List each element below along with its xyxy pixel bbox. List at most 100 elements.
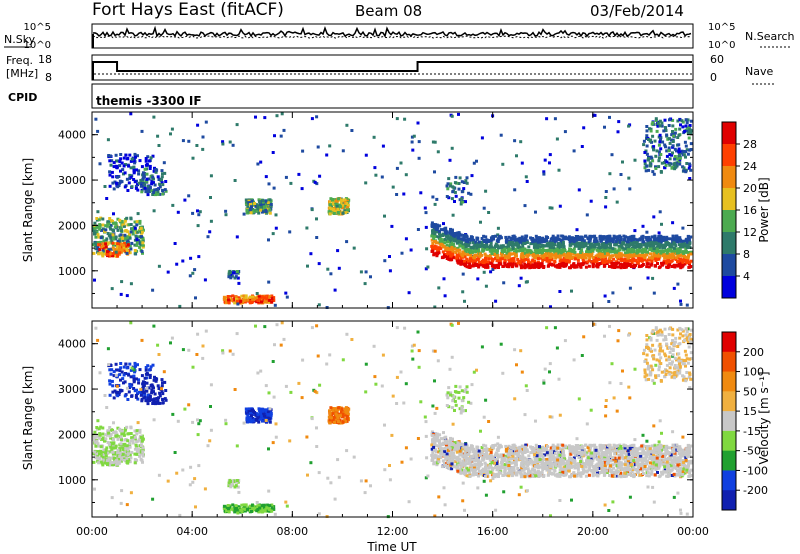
data-cell	[335, 413, 339, 417]
data-cell	[631, 265, 635, 269]
data-cell	[544, 252, 548, 256]
data-cell	[555, 137, 559, 141]
data-cell	[141, 386, 145, 390]
data-cell	[146, 364, 150, 368]
data-cell	[627, 176, 631, 180]
data-cell	[431, 228, 435, 232]
data-cell	[687, 166, 691, 170]
data-cell	[540, 250, 544, 254]
data-cell	[122, 431, 126, 435]
data-cell	[442, 227, 446, 231]
data-cell	[633, 237, 637, 241]
data-cell	[630, 254, 633, 258]
data-cell	[407, 291, 411, 295]
data-cell	[135, 241, 139, 244]
data-cell	[678, 262, 682, 266]
data-cell	[605, 242, 609, 246]
data-cell	[660, 222, 663, 226]
data-cell	[545, 239, 548, 243]
data-cell	[457, 187, 461, 191]
data-cell	[489, 270, 493, 274]
data-cell	[229, 298, 233, 302]
data-cell	[496, 442, 500, 446]
data-cell	[632, 263, 636, 267]
data-cell	[151, 384, 155, 388]
data-cell	[106, 220, 110, 224]
data-cell	[443, 245, 447, 249]
data-cell	[476, 277, 480, 281]
data-cell	[563, 339, 567, 343]
data-cell	[282, 128, 286, 132]
data-cell	[315, 217, 318, 221]
data-cell	[546, 264, 550, 268]
data-cell	[221, 140, 225, 144]
data-cell	[448, 230, 452, 234]
data-cell	[110, 368, 114, 372]
data-cell	[654, 167, 658, 170]
data-cell	[372, 135, 376, 139]
data-cell	[111, 219, 114, 223]
data-cell	[118, 455, 122, 458]
data-cell	[603, 294, 607, 298]
data-cell	[155, 188, 159, 191]
data-cell	[679, 511, 683, 515]
data-cell	[651, 170, 655, 174]
data-cell	[614, 253, 618, 257]
data-cell	[478, 244, 482, 248]
data-cell	[542, 240, 546, 244]
data-cell	[588, 256, 592, 260]
data-cell	[462, 235, 466, 239]
data-cell	[104, 228, 108, 232]
data-cell	[132, 374, 136, 378]
data-cell	[655, 149, 659, 153]
data-cell	[648, 161, 652, 165]
data-cell	[676, 239, 680, 243]
data-cell	[572, 247, 576, 251]
data-cell	[685, 238, 689, 242]
data-cell	[140, 129, 144, 133]
data-cell	[110, 239, 114, 243]
data-cell	[341, 412, 345, 416]
data-cell	[129, 247, 133, 251]
data-cell	[98, 243, 101, 247]
data-cell	[444, 247, 448, 251]
data-cell	[455, 238, 459, 242]
data-cell	[337, 475, 341, 479]
data-cell	[667, 247, 670, 251]
data-cell	[157, 473, 161, 477]
data-cell	[381, 144, 385, 148]
data-cell	[619, 266, 623, 270]
data-cell	[116, 448, 120, 452]
data-cell	[684, 170, 688, 174]
data-cell	[583, 255, 586, 259]
data-cell	[259, 414, 263, 418]
data-cell	[430, 221, 434, 225]
data-cell	[345, 206, 349, 209]
data-cell	[116, 462, 119, 466]
data-cell	[158, 391, 162, 395]
data-cell	[452, 245, 456, 249]
data-cell	[457, 254, 461, 258]
data-cell	[343, 407, 347, 411]
data-cell	[626, 256, 630, 260]
data-cell	[439, 237, 443, 241]
data-cell	[521, 244, 525, 248]
data-cell	[390, 433, 394, 437]
data-cell	[117, 248, 121, 252]
data-cell	[345, 208, 349, 212]
data-cell	[672, 246, 676, 250]
data-cell	[475, 254, 479, 257]
data-cell	[503, 256, 507, 260]
data-cell	[110, 170, 114, 174]
data-cell	[340, 407, 344, 411]
data-cell	[132, 387, 136, 390]
data-cell	[619, 252, 623, 256]
data-cell	[648, 256, 651, 260]
data-cell	[632, 250, 636, 254]
data-cell	[152, 386, 155, 390]
data-cell	[128, 153, 132, 157]
data-cell	[121, 238, 125, 242]
data-cell	[161, 192, 165, 196]
data-cell	[114, 159, 118, 163]
data-cell	[499, 133, 503, 137]
